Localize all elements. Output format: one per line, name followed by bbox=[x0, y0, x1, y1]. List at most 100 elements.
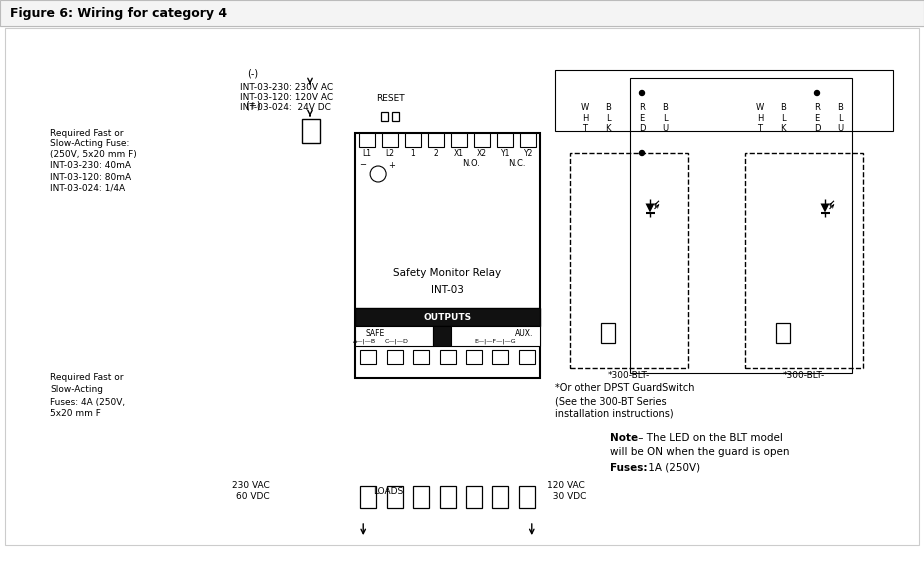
Text: installation instructions): installation instructions) bbox=[555, 409, 674, 419]
Text: INT-03-230: 40mA: INT-03-230: 40mA bbox=[50, 162, 131, 171]
Text: +: + bbox=[388, 160, 395, 169]
Text: R
E
D: R E D bbox=[638, 103, 645, 133]
Text: INT-03-120: 80mA: INT-03-120: 80mA bbox=[50, 172, 131, 181]
Bar bbox=[466, 486, 482, 508]
Text: Fuses: 4A (250V,: Fuses: 4A (250V, bbox=[50, 397, 125, 406]
Bar bbox=[413, 486, 429, 508]
Bar bbox=[776, 323, 790, 343]
Text: *Or other DPST GuardSwitch: *Or other DPST GuardSwitch bbox=[555, 383, 695, 393]
Text: Required Fast or: Required Fast or bbox=[50, 373, 124, 382]
Bar bbox=[302, 119, 320, 143]
Bar bbox=[745, 153, 863, 368]
Text: L1: L1 bbox=[362, 149, 371, 158]
Text: Slow-Acting: Slow-Acting bbox=[50, 386, 103, 395]
Text: SAFE: SAFE bbox=[365, 328, 384, 337]
Text: 2: 2 bbox=[433, 149, 438, 158]
Text: L2: L2 bbox=[385, 149, 395, 158]
Text: W
H
T: W H T bbox=[756, 103, 764, 133]
Text: 5x20 mm F: 5x20 mm F bbox=[50, 409, 101, 418]
Text: INT-03: INT-03 bbox=[432, 285, 464, 295]
Bar bbox=[474, 133, 491, 147]
Bar bbox=[360, 486, 376, 508]
Text: INT-03-024:  24V DC: INT-03-024: 24V DC bbox=[240, 102, 331, 111]
Circle shape bbox=[371, 166, 386, 182]
Bar bbox=[520, 133, 537, 147]
Text: Fuses:: Fuses: bbox=[610, 463, 648, 473]
Text: *300-BLT-: *300-BLT- bbox=[608, 372, 650, 381]
Bar bbox=[355, 133, 540, 378]
Text: *300-BLT-: *300-BLT- bbox=[783, 372, 825, 381]
Text: INT-03-230: 230V AC: INT-03-230: 230V AC bbox=[240, 83, 334, 92]
Text: B
L
K: B L K bbox=[605, 103, 611, 133]
Bar bbox=[381, 112, 388, 121]
Text: RESET: RESET bbox=[376, 94, 405, 103]
Bar bbox=[555, 70, 893, 131]
Text: X2: X2 bbox=[477, 149, 487, 158]
Circle shape bbox=[639, 91, 645, 96]
Text: (+): (+) bbox=[245, 100, 261, 110]
Text: E—|—F—|—G: E—|—F—|—G bbox=[475, 338, 517, 344]
Bar bbox=[440, 486, 456, 508]
Text: Y1: Y1 bbox=[501, 149, 510, 158]
Text: AUX.: AUX. bbox=[515, 328, 533, 337]
Bar bbox=[451, 133, 467, 147]
Bar bbox=[382, 133, 397, 147]
Bar bbox=[518, 350, 535, 364]
Bar bbox=[433, 326, 451, 346]
Text: OUTPUTS: OUTPUTS bbox=[423, 312, 471, 321]
Text: Figure 6: Wiring for category 4: Figure 6: Wiring for category 4 bbox=[10, 7, 227, 20]
Text: Y2: Y2 bbox=[524, 149, 533, 158]
Text: 1A (250V): 1A (250V) bbox=[645, 463, 700, 473]
Text: will be ON when the guard is open: will be ON when the guard is open bbox=[610, 447, 789, 457]
Text: Note: Note bbox=[610, 433, 638, 443]
Text: 230 VAC
60 VDC: 230 VAC 60 VDC bbox=[232, 481, 270, 501]
Text: INT-03-120: 120V AC: INT-03-120: 120V AC bbox=[240, 92, 334, 101]
Polygon shape bbox=[646, 203, 654, 212]
Bar bbox=[386, 486, 403, 508]
Text: W
H
T: W H T bbox=[581, 103, 590, 133]
Text: B
L
U: B L U bbox=[662, 103, 668, 133]
Text: X1: X1 bbox=[454, 149, 464, 158]
Text: Safety Monitor Relay: Safety Monitor Relay bbox=[394, 268, 502, 278]
Bar bbox=[392, 112, 399, 121]
Bar bbox=[355, 308, 540, 326]
Text: (See the 300-BT Series: (See the 300-BT Series bbox=[555, 396, 666, 406]
Text: (-): (-) bbox=[248, 68, 259, 78]
Bar bbox=[440, 350, 456, 364]
Text: Slow-Acting Fuse:: Slow-Acting Fuse: bbox=[50, 140, 129, 149]
Bar bbox=[428, 133, 444, 147]
Text: 1: 1 bbox=[410, 149, 415, 158]
Bar bbox=[492, 350, 508, 364]
Bar bbox=[359, 133, 374, 147]
Text: B
L
K: B L K bbox=[780, 103, 786, 133]
Polygon shape bbox=[821, 203, 830, 212]
Bar bbox=[0, 0, 924, 26]
Text: N.O.: N.O. bbox=[462, 159, 480, 168]
Bar bbox=[570, 153, 688, 368]
Text: LOADS: LOADS bbox=[373, 486, 404, 495]
Text: – The LED on the BLT model: – The LED on the BLT model bbox=[635, 433, 783, 443]
Bar bbox=[601, 323, 615, 343]
Text: −: − bbox=[359, 160, 366, 169]
Bar bbox=[355, 326, 433, 346]
Bar bbox=[413, 350, 429, 364]
Circle shape bbox=[814, 91, 820, 96]
Text: INT-03-024: 1/4A: INT-03-024: 1/4A bbox=[50, 184, 125, 193]
Bar bbox=[451, 326, 540, 346]
Bar bbox=[492, 486, 508, 508]
Text: N.C.: N.C. bbox=[508, 159, 526, 168]
Text: Required Fast or: Required Fast or bbox=[50, 128, 124, 137]
Circle shape bbox=[639, 150, 645, 155]
Bar bbox=[497, 133, 514, 147]
Text: 120 VAC
  30 VDC: 120 VAC 30 VDC bbox=[547, 481, 586, 501]
Bar bbox=[360, 350, 376, 364]
Bar bbox=[630, 78, 852, 373]
Bar bbox=[466, 350, 482, 364]
Bar bbox=[386, 350, 403, 364]
Text: C—|—D: C—|—D bbox=[385, 338, 409, 344]
Text: B
L
U: B L U bbox=[837, 103, 843, 133]
Text: R
E
D: R E D bbox=[814, 103, 821, 133]
Text: A—|—B: A—|—B bbox=[354, 338, 377, 344]
Bar bbox=[518, 486, 535, 508]
Bar bbox=[405, 133, 420, 147]
